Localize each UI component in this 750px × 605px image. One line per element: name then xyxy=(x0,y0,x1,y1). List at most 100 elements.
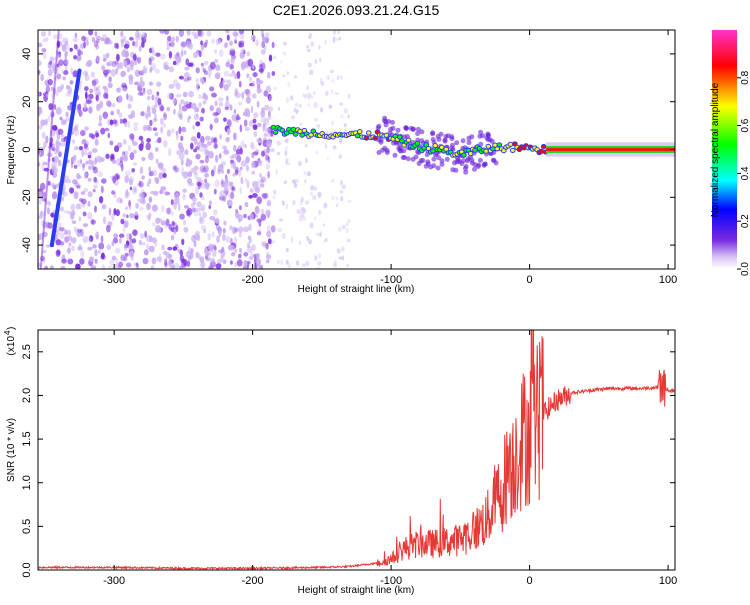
noise-blob xyxy=(120,70,127,77)
noise-blob xyxy=(185,58,190,66)
x-tick-label: -100 xyxy=(380,575,402,587)
signal-halo xyxy=(482,161,488,167)
noise-blob xyxy=(257,139,263,144)
noise-blob xyxy=(262,194,268,200)
noise-blob xyxy=(126,93,129,100)
noise-blob xyxy=(76,159,83,167)
noise-blob xyxy=(55,145,60,153)
noise-blob xyxy=(119,233,125,238)
noise-blob xyxy=(197,30,202,37)
noise-blob xyxy=(228,73,235,78)
noise-blob xyxy=(249,76,252,82)
noise-blob xyxy=(92,166,96,171)
noise-blob xyxy=(95,132,100,138)
noise-blob xyxy=(166,40,169,46)
noise-blob xyxy=(61,44,67,52)
noise-blob xyxy=(256,196,263,205)
signal-halo xyxy=(454,140,460,146)
noise-blob xyxy=(206,30,212,37)
noise-blob xyxy=(146,88,153,96)
noise-blob xyxy=(47,201,52,207)
noise-blob xyxy=(244,144,247,148)
noise-blob xyxy=(101,264,105,269)
noise-blob xyxy=(256,231,262,236)
noise-blob xyxy=(150,62,157,71)
noise-blob xyxy=(139,70,146,74)
noise-blob xyxy=(222,79,225,84)
noise-blob xyxy=(200,206,205,212)
noise-blob xyxy=(296,109,298,115)
noise-blob xyxy=(177,248,183,254)
signal-halo xyxy=(477,157,483,163)
noise-blob xyxy=(71,245,75,252)
noise-blob xyxy=(251,93,257,99)
noise-blob xyxy=(118,112,123,118)
noise-blob xyxy=(195,153,201,160)
noise-blob xyxy=(337,37,342,41)
noise-blob xyxy=(93,176,97,183)
noise-blob xyxy=(154,68,160,74)
noise-blob xyxy=(63,59,68,66)
noise-blob xyxy=(87,246,93,251)
noise-blob xyxy=(58,227,65,232)
noise-blob xyxy=(240,176,244,185)
noise-blob xyxy=(299,122,303,127)
y-tick-label: 40 xyxy=(21,48,33,60)
noise-blob xyxy=(179,265,183,269)
noise-blob xyxy=(249,188,254,194)
noise-blob xyxy=(176,82,181,91)
noise-blob xyxy=(255,39,259,47)
signal-blob xyxy=(298,129,302,133)
noise-blob xyxy=(230,245,235,251)
noise-blob xyxy=(248,194,253,199)
noise-blob xyxy=(202,68,206,73)
noise-blob xyxy=(88,106,93,114)
noise-blob xyxy=(204,172,210,178)
signal-halo xyxy=(376,150,382,155)
noise-blob xyxy=(247,58,254,67)
noise-blob xyxy=(184,72,190,79)
noise-blob xyxy=(337,226,342,233)
noise-blob xyxy=(180,158,184,166)
noise-blob xyxy=(275,169,278,176)
noise-blob xyxy=(211,92,217,98)
noise-blob xyxy=(250,34,256,41)
snr-point xyxy=(506,473,507,474)
noise-blob xyxy=(179,249,183,257)
snr-point xyxy=(598,389,599,390)
noise-blob xyxy=(78,109,83,117)
noise-blob xyxy=(239,247,242,253)
noise-blob xyxy=(259,179,264,184)
noise-blob xyxy=(85,160,89,165)
noise-blob xyxy=(119,118,123,124)
noise-blob xyxy=(88,235,94,242)
noise-blob xyxy=(340,196,344,202)
noise-blob xyxy=(105,69,111,74)
noise-blob xyxy=(267,116,272,121)
signal-blob xyxy=(284,131,289,135)
noise-blob xyxy=(106,244,112,251)
noise-blob xyxy=(133,186,137,193)
noise-blob xyxy=(253,131,258,138)
noise-blob xyxy=(182,188,187,193)
noise-blob xyxy=(70,67,73,75)
noise-blob xyxy=(141,41,145,48)
noise-blob xyxy=(190,248,194,254)
noise-blob xyxy=(344,128,347,133)
noise-blob xyxy=(291,115,295,120)
noise-blob xyxy=(99,157,105,163)
noise-blob xyxy=(330,178,335,183)
noise-blob xyxy=(276,151,281,156)
noise-blob xyxy=(60,206,64,212)
noise-blob xyxy=(266,131,272,138)
signal-blob xyxy=(415,141,420,145)
noise-blob xyxy=(39,199,42,205)
noise-blob xyxy=(140,76,143,82)
noise-blob xyxy=(270,148,275,153)
noise-blob xyxy=(260,213,267,221)
noise-blob xyxy=(111,255,117,261)
noise-blob xyxy=(110,69,116,77)
noise-blob xyxy=(209,123,213,131)
noise-blob xyxy=(104,127,110,132)
noise-blob xyxy=(73,154,77,161)
